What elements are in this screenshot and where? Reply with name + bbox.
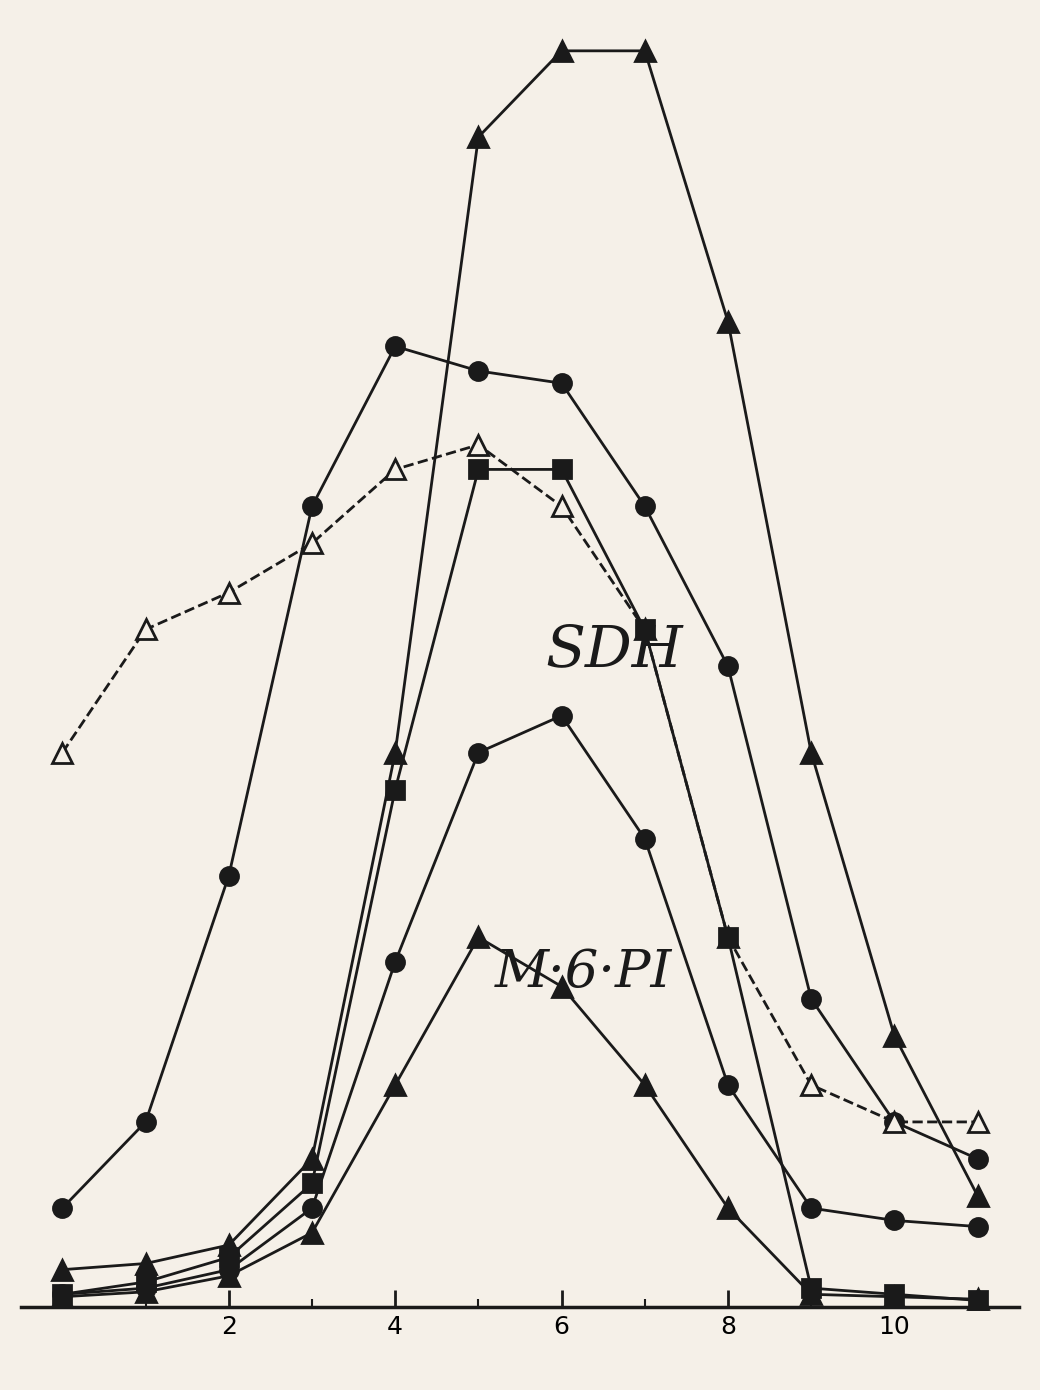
Text: M·6·PI: M·6·PI [495, 947, 673, 998]
Text: SDH: SDH [545, 623, 682, 678]
